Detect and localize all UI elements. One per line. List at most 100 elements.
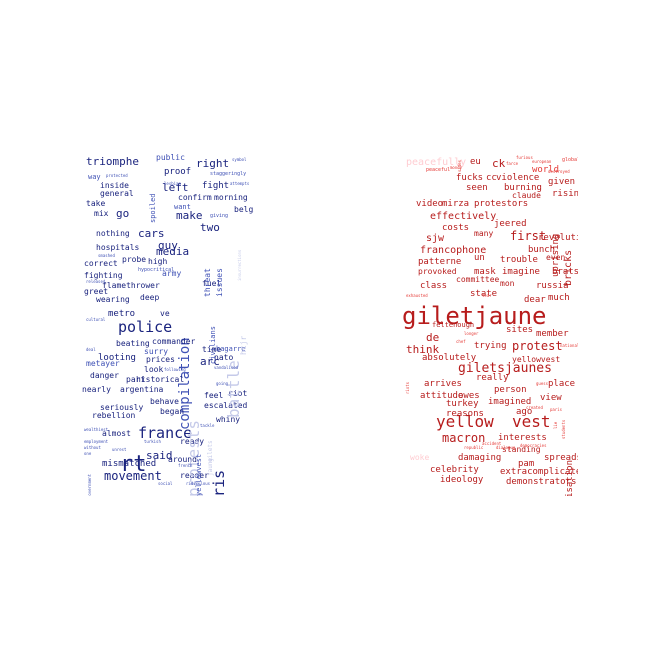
- left-word-seriously: seriously: [100, 403, 144, 412]
- right-word-view: view: [540, 393, 562, 403]
- left-word-morning: morning: [214, 193, 248, 202]
- left-word-confirm: confirm: [178, 193, 212, 202]
- right-word-yellowvest: yellowvest: [512, 355, 561, 364]
- right-word-turkey: turkey: [446, 399, 479, 409]
- right-word-state: state: [470, 289, 498, 299]
- right-word-guess: guess: [536, 381, 549, 386]
- left-word-paris: paris: [210, 469, 228, 496]
- right-word-peacefully: peacefully: [406, 157, 467, 168]
- right-word-patterne: patterne: [418, 257, 462, 267]
- right-word-giletsjaunes: giletsjaunes: [458, 361, 552, 376]
- right-word-pam: pam: [518, 459, 535, 469]
- left-word-hcjr: hcjr: [239, 335, 248, 356]
- right-word-vest: vest: [512, 412, 551, 431]
- right-word-burning: burning: [504, 183, 542, 193]
- right-word-students: students: [561, 419, 566, 440]
- left-word-attempts: attempts: [230, 181, 250, 186]
- left-word-hospitals: hospitals: [96, 243, 140, 252]
- right-word-spreads: spreads: [544, 453, 578, 463]
- left-word-go: go: [116, 207, 130, 220]
- right-word-brats: brats: [552, 267, 578, 277]
- left-word-going: going: [216, 381, 229, 386]
- right-word-cc: cc: [486, 173, 497, 183]
- right-word-first: first: [510, 229, 547, 243]
- right-word-fucks: fucks: [456, 173, 484, 183]
- right-word-riots: riots: [405, 381, 410, 394]
- right-word-reasons: reasons: [446, 409, 484, 419]
- left-word-tackle: tackle: [200, 423, 215, 428]
- left-word-two: two: [200, 221, 220, 234]
- right-word-rising: rising: [552, 189, 578, 199]
- right-word-macron: macron: [442, 431, 486, 445]
- left-word-smashed: smashed: [98, 253, 115, 258]
- right-word-money: money: [450, 165, 463, 170]
- left-word-triomphe: triomphe: [86, 155, 139, 168]
- right-word-arrives: arrives: [424, 379, 462, 389]
- right-word-chef: chef: [456, 339, 466, 344]
- right-word-person: person: [494, 385, 527, 395]
- left-word-following: following: [164, 367, 186, 372]
- right-word-trouble: trouble: [500, 255, 538, 265]
- left-word-prices: prices: [146, 355, 175, 364]
- right-word-provoked: provoked: [418, 267, 457, 276]
- right-word-russia: russia: [536, 281, 569, 291]
- right-word-peaceful: peaceful: [426, 167, 451, 173]
- right-word-global: global: [562, 157, 578, 163]
- left-word-insurrections: insurrections: [237, 249, 242, 282]
- right-word-mirza: mirza: [442, 199, 470, 209]
- left-word-riot: riot: [228, 389, 248, 398]
- left-word-giving: giving: [210, 213, 229, 219]
- right-word-protest: protest: [512, 339, 563, 353]
- left-word-employment: employment: [84, 439, 109, 444]
- left-word-staggeringly: staggeringly: [210, 171, 247, 177]
- left-word-nothing: nothing: [96, 229, 130, 238]
- right-word-farce: farce: [506, 161, 519, 166]
- right-word-many: many: [474, 229, 494, 238]
- right-word-jeered: jeered: [494, 219, 527, 229]
- right-word-giletjaune: giletjaune: [402, 302, 547, 330]
- right-word-costs: costs: [442, 223, 470, 233]
- left-word-cloud: triomphe public right symbol way proof protect…: [82, 150, 254, 496]
- left-word-deep: deep: [140, 293, 160, 302]
- right-word-yellow: yellow: [436, 412, 494, 431]
- left-word-look: look: [144, 365, 164, 374]
- right-word-owes: owes: [458, 391, 480, 401]
- left-word-metayer: metayer: [86, 359, 120, 368]
- left-word-army: army: [162, 269, 182, 278]
- right-word-attitude: attitude: [420, 391, 464, 401]
- left-word-wealthiest: wealthiest: [84, 427, 109, 432]
- right-word-national: national: [560, 343, 578, 348]
- left-word-jaune: jaune: [207, 457, 214, 476]
- left-word-almost: almost: [102, 429, 131, 438]
- left-word-mismatched: mismatched: [102, 459, 157, 469]
- right-word-claude: claude: [512, 191, 541, 200]
- left-word-rt: rt: [120, 452, 147, 477]
- left-word-fuel: fuel: [202, 279, 222, 288]
- left-word-take: take: [86, 199, 106, 208]
- left-word-general: general: [100, 189, 134, 198]
- right-word-really: really: [476, 373, 509, 383]
- right-word-tear: tear: [482, 293, 492, 298]
- left-word-proof: proof: [164, 167, 192, 177]
- left-word-guy: guy: [158, 239, 178, 252]
- left-word-compilation: compilation: [177, 337, 193, 431]
- left-word-fighting: fighting: [84, 271, 123, 280]
- left-word-social: social: [158, 481, 173, 486]
- right-word-accident: accident: [482, 441, 502, 446]
- left-word-part: part: [126, 375, 146, 384]
- left-word-make: make: [176, 209, 203, 222]
- right-word-protestors: protestors: [474, 199, 529, 209]
- left-word-movement: movement: [104, 469, 162, 483]
- right-word-un: un: [474, 253, 485, 263]
- left-word-way: way: [88, 173, 101, 181]
- right-word-de: de: [426, 331, 440, 344]
- right-word-francophone: francophone: [420, 245, 487, 256]
- left-word-police: police: [118, 318, 173, 336]
- right-word-think: think: [406, 343, 440, 356]
- right-word-ck: ck: [492, 157, 506, 170]
- right-word-democracies: democracies: [520, 443, 547, 448]
- right-word-much: much: [548, 293, 570, 303]
- left-word-left: left: [162, 181, 189, 194]
- right-word-trying: trying: [474, 341, 507, 351]
- right-word-place: place: [548, 379, 576, 389]
